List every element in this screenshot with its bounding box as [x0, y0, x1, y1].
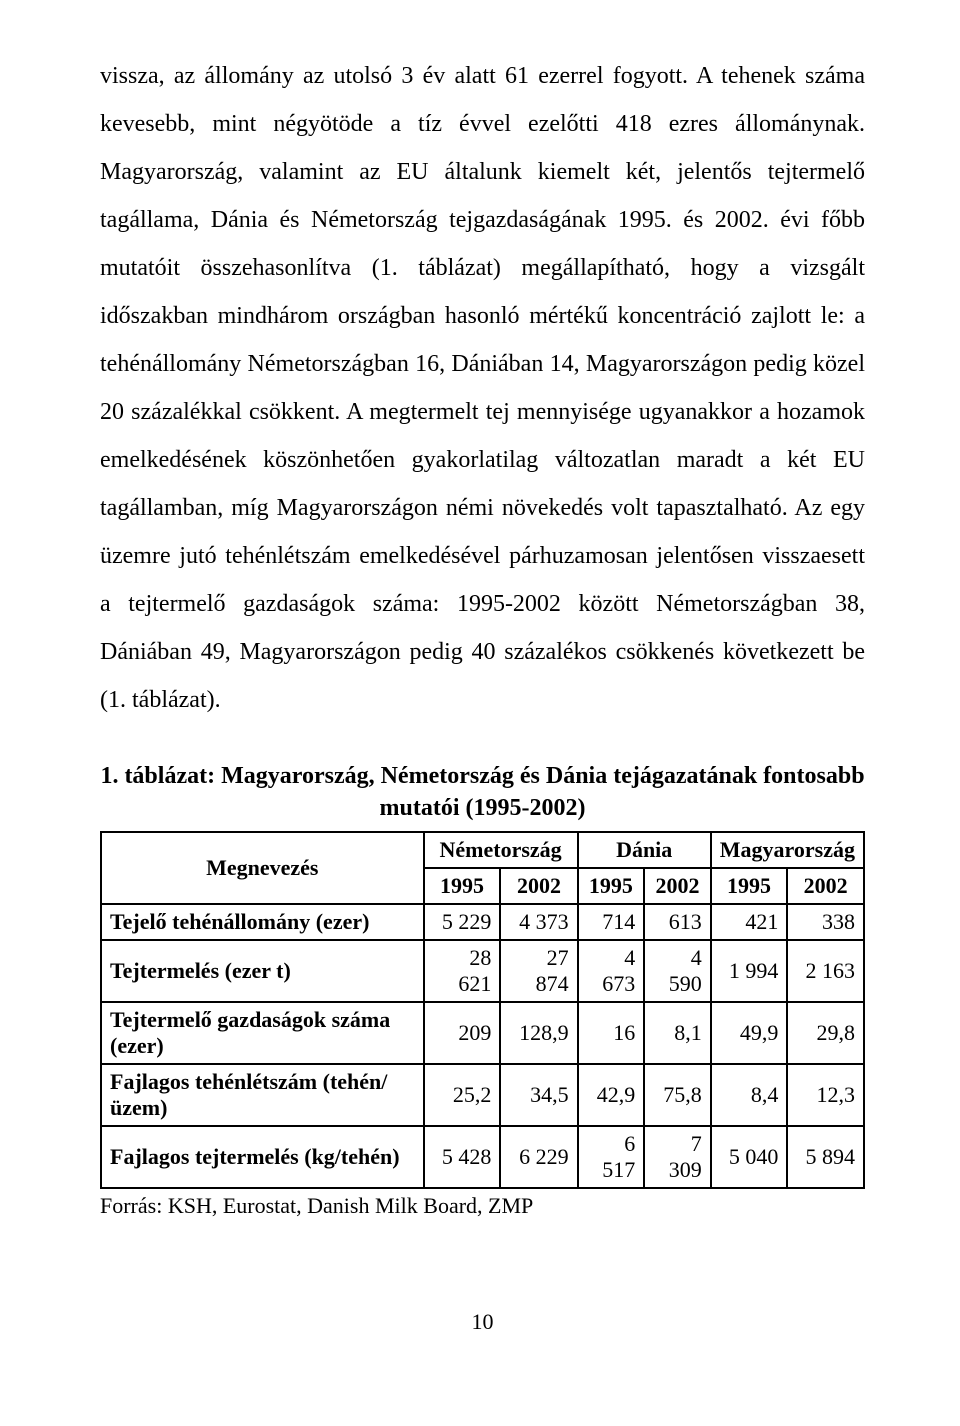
cell: 5 229	[424, 904, 501, 940]
cell: 209	[424, 1002, 501, 1064]
cell: 338	[787, 904, 864, 940]
row-label: Fajlagos tejtermelés (kg/tehén)	[101, 1126, 424, 1188]
header-year-1: 2002	[500, 868, 577, 904]
header-country-1: Dánia	[578, 832, 711, 868]
cell: 42,9	[578, 1064, 645, 1126]
cell: 12,3	[787, 1064, 864, 1126]
cell: 25,2	[424, 1064, 501, 1126]
page-number: 10	[100, 1309, 865, 1335]
row-label: Fajlagos tehénlétszám (tehén/üzem)	[101, 1064, 424, 1126]
data-table: Megnevezés Németország Dánia Magyarorszá…	[100, 831, 865, 1189]
table-source: Forrás: KSH, Eurostat, Danish Milk Board…	[100, 1193, 865, 1219]
cell: 49,9	[711, 1002, 788, 1064]
header-year-3: 2002	[644, 868, 711, 904]
row-label: Tejelő tehénállomány (ezer)	[101, 904, 424, 940]
cell: 8,1	[644, 1002, 711, 1064]
cell: 714	[578, 904, 645, 940]
cell: 1 994	[711, 940, 788, 1002]
table-row: Tejelő tehénállomány (ezer) 5 229 4 373 …	[101, 904, 864, 940]
cell: 75,8	[644, 1064, 711, 1126]
row-label: Tejtermelés (ezer t)	[101, 940, 424, 1002]
cell: 5 428	[424, 1126, 501, 1188]
header-year-5: 2002	[787, 868, 864, 904]
cell: 2 163	[787, 940, 864, 1002]
cell: 4 373	[500, 904, 577, 940]
table-row: Tejtermelés (ezer t) 28 621 27 874 4 673…	[101, 940, 864, 1002]
header-country-0: Németország	[424, 832, 578, 868]
header-megnevezes: Megnevezés	[101, 832, 424, 904]
row-label: Tejtermelő gazdaságok száma (ezer)	[101, 1002, 424, 1064]
cell: 28 621	[424, 940, 501, 1002]
cell: 613	[644, 904, 711, 940]
body-paragraph: vissza, az állomány az utolsó 3 év alatt…	[100, 52, 865, 724]
cell: 128,9	[500, 1002, 577, 1064]
cell: 34,5	[500, 1064, 577, 1126]
cell: 4 590	[644, 940, 711, 1002]
cell: 5 040	[711, 1126, 788, 1188]
table-row: Fajlagos tehénlétszám (tehén/üzem) 25,2 …	[101, 1064, 864, 1126]
cell: 27 874	[500, 940, 577, 1002]
cell: 6 517	[578, 1126, 645, 1188]
table-caption: 1. táblázat: Magyarország, Németország é…	[100, 760, 865, 825]
header-year-0: 1995	[424, 868, 501, 904]
table-row: Tejtermelő gazdaságok száma (ezer) 209 1…	[101, 1002, 864, 1064]
table-row: Fajlagos tejtermelés (kg/tehén) 5 428 6 …	[101, 1126, 864, 1188]
cell: 4 673	[578, 940, 645, 1002]
cell: 8,4	[711, 1064, 788, 1126]
cell: 7 309	[644, 1126, 711, 1188]
cell: 5 894	[787, 1126, 864, 1188]
cell: 421	[711, 904, 788, 940]
header-country-2: Magyarország	[711, 832, 864, 868]
cell: 16	[578, 1002, 645, 1064]
table-header-row-1: Megnevezés Németország Dánia Magyarorszá…	[101, 832, 864, 868]
header-year-2: 1995	[578, 868, 645, 904]
cell: 6 229	[500, 1126, 577, 1188]
page-container: vissza, az állomány az utolsó 3 év alatt…	[0, 0, 960, 1417]
cell: 29,8	[787, 1002, 864, 1064]
header-year-4: 1995	[711, 868, 788, 904]
